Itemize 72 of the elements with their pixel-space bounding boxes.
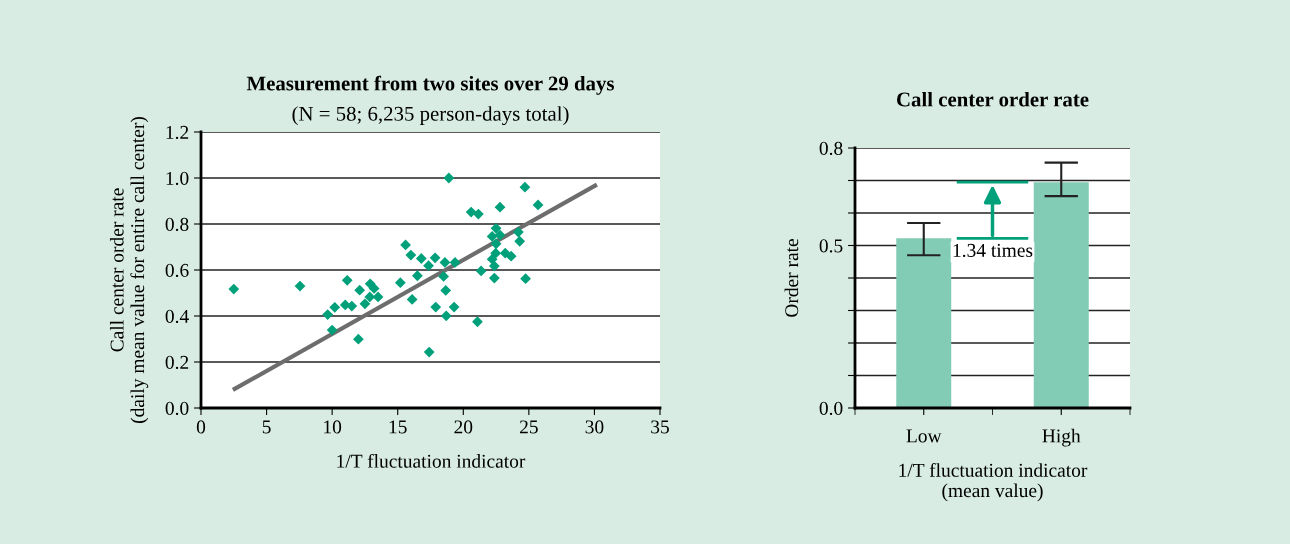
- point: [294, 280, 306, 292]
- x-tick-label: Low: [906, 429, 942, 443]
- x-axis-title: 1/T fluctuation indicator (mean value): [899, 462, 1088, 502]
- point: [490, 222, 502, 234]
- point: [228, 283, 240, 295]
- point: [465, 206, 477, 218]
- chart-title: Call center order rate: [897, 91, 1089, 107]
- point: [329, 301, 341, 313]
- point: [490, 238, 502, 250]
- x-tick-label: 20: [454, 420, 473, 434]
- point: [440, 310, 452, 322]
- x-tick-label: 0: [196, 420, 206, 434]
- point: [488, 260, 500, 272]
- point: [472, 208, 484, 220]
- point: [430, 301, 442, 313]
- y-tick-label: 0.2: [165, 355, 189, 370]
- y-tick-label: 0.6: [165, 263, 189, 278]
- point: [514, 235, 526, 247]
- y-axis-title: Order rate: [784, 239, 799, 317]
- point: [406, 294, 418, 305]
- y-tick-label: 0.5: [819, 239, 843, 253]
- point: [494, 201, 506, 213]
- point: [519, 181, 531, 193]
- point: [359, 298, 371, 310]
- point: [439, 257, 451, 268]
- point: [368, 283, 380, 294]
- point: [512, 226, 524, 238]
- point: [505, 250, 517, 262]
- x-tick-label: 25: [519, 420, 538, 434]
- point: [475, 265, 487, 277]
- y-tick-label: 1.0: [166, 171, 189, 186]
- x-tick-label: 35: [651, 420, 669, 434]
- point: [415, 253, 427, 264]
- point: [423, 260, 434, 272]
- point: [372, 291, 384, 303]
- x-axis-title: 1/T fluctuation indicator: [337, 453, 526, 468]
- point: [354, 284, 366, 296]
- chart-title: Measurement from two sites over 29 days: [246, 75, 614, 95]
- point: [405, 249, 417, 261]
- x-tick-label: 10: [324, 420, 342, 434]
- point: [412, 270, 423, 282]
- point: [443, 172, 455, 184]
- y-tick-label: 0.4: [165, 309, 189, 324]
- point: [352, 333, 364, 345]
- point: [440, 285, 452, 296]
- y-tick-label: 1.2: [166, 125, 189, 140]
- point: [429, 252, 441, 264]
- point: [532, 199, 544, 211]
- point: [400, 239, 411, 251]
- point: [394, 277, 406, 289]
- y-tick-label: 0.8: [165, 217, 189, 232]
- y-tick-label: 0.0: [819, 401, 843, 416]
- y-tick-label: 0.8: [819, 141, 843, 156]
- point: [341, 274, 353, 286]
- point: [438, 271, 449, 282]
- point: [520, 273, 531, 285]
- point: [486, 253, 498, 265]
- x-tick-label: 5: [262, 420, 271, 434]
- annotation: 1.34 times: [953, 243, 1033, 257]
- x-tick-label: 15: [389, 420, 407, 434]
- x-tick-label: High: [1042, 428, 1081, 447]
- point: [488, 272, 500, 284]
- point: [494, 229, 506, 241]
- point: [472, 316, 483, 328]
- x-tick-label: 30: [585, 420, 604, 434]
- point: [326, 324, 338, 336]
- point: [322, 309, 334, 320]
- y-tick-label: 0.0: [165, 401, 189, 416]
- point: [448, 301, 460, 313]
- point: [423, 346, 435, 358]
- chart-subtitle: (N = 58; 6,235 person-days total): [292, 106, 569, 126]
- y-axis-title: Call center order rate (daily mean value for entire call center): [109, 117, 149, 423]
